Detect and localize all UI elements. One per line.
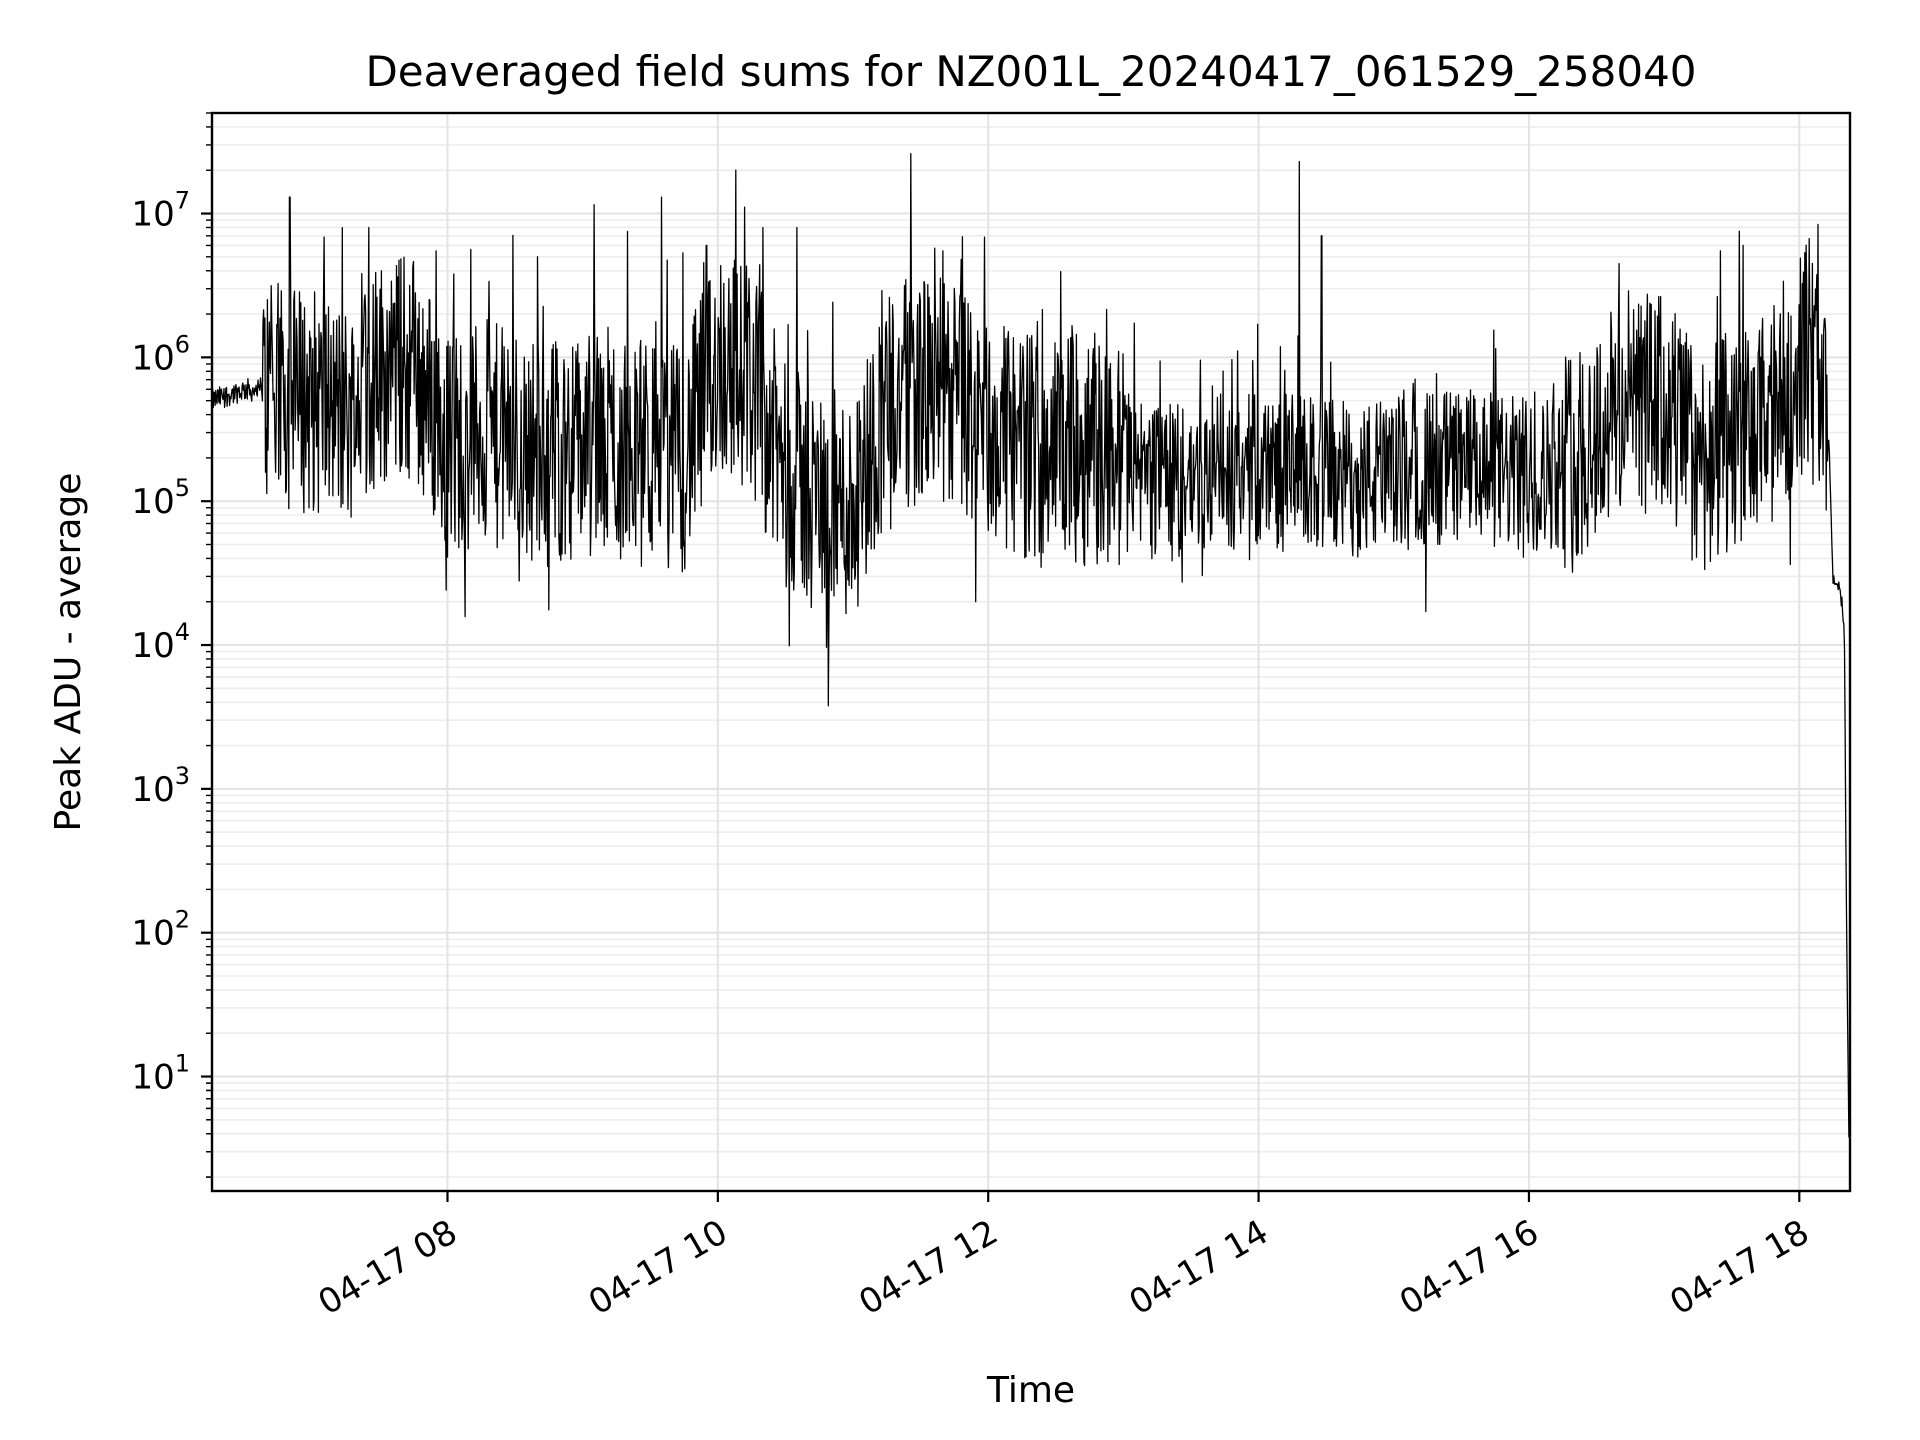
y-axis-label: Peak ADU - average bbox=[48, 473, 89, 832]
y-tick-label: 104 bbox=[131, 618, 190, 666]
y-tick-label: 103 bbox=[131, 762, 190, 810]
x-tick-label: 04-17 18 bbox=[1663, 1212, 1815, 1323]
y-tick-label: 102 bbox=[131, 906, 190, 954]
x-tick-label: 04-17 08 bbox=[312, 1212, 464, 1323]
x-tick-label: 04-17 12 bbox=[852, 1212, 1004, 1323]
grid bbox=[212, 112, 1850, 1191]
x-tick-label: 04-17 14 bbox=[1123, 1212, 1275, 1323]
y-tick-label: 106 bbox=[131, 330, 190, 378]
data-series-line bbox=[211, 153, 1851, 1139]
y-tick-label: 107 bbox=[131, 187, 190, 235]
x-axis: 04-17 08 04-17 10 04-17 12 04-17 14 04-17 16… bbox=[312, 1191, 1816, 1323]
x-tick-label: 04-17 10 bbox=[582, 1212, 734, 1323]
x-tick-label: 04-17 16 bbox=[1393, 1212, 1545, 1323]
chart-title: Deaveraged field sums for NZ001L_2024041… bbox=[365, 47, 1696, 96]
y-axis: 101 102 103 104 105 106 107 bbox=[131, 112, 212, 1178]
y-tick-label: 105 bbox=[131, 474, 190, 522]
y-tick-label: 101 bbox=[131, 1050, 190, 1098]
x-axis-label: Time bbox=[986, 1370, 1075, 1411]
